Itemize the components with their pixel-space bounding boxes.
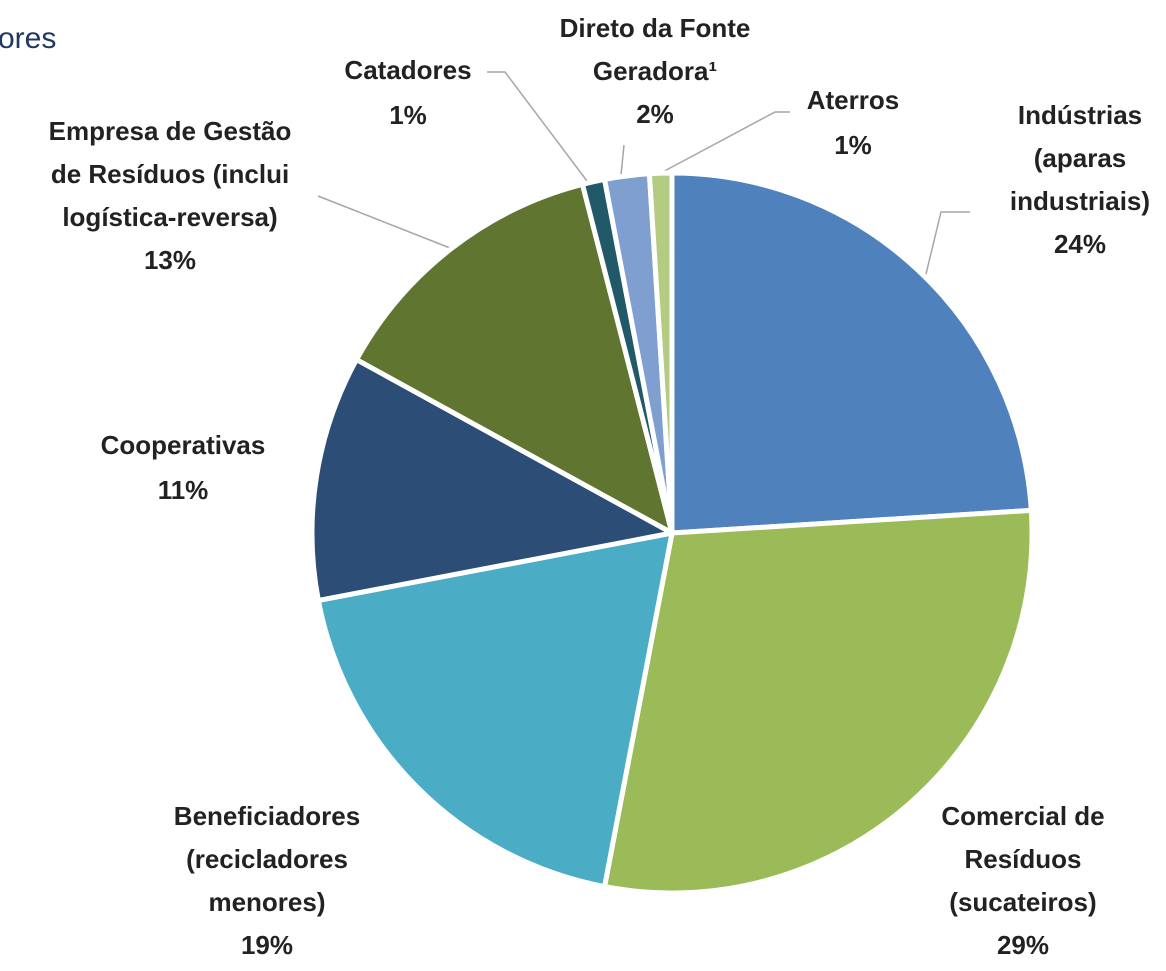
slice-label: logística-reversa) [62,202,277,232]
pie-slice [315,530,675,890]
slice-label: Cooperativas [101,430,266,460]
leader-line [487,71,591,186]
slice-label: Catadores [344,55,471,85]
slice-label: Resíduos [964,844,1081,874]
pie-slice [309,357,675,603]
slice-label: (aparas [1034,143,1127,173]
slice-label: Beneficiadores [174,801,360,831]
slice-label: (sucateiros) [949,887,1096,917]
slice-label: Geradora¹ [593,56,717,86]
pie-slice [602,507,1035,896]
slice-label: Aterros [807,85,899,115]
slice-value-label: 2% [636,99,674,129]
slice-value-label: 1% [834,130,872,160]
chart-title: ores [0,22,56,55]
leader-line [317,195,451,249]
leader-line [925,211,970,275]
slice-label: industriais) [1010,186,1150,216]
slice-value-label: 24% [1054,229,1106,259]
leader-line [656,111,790,176]
slice-label: Indústrias [1018,100,1142,130]
pie-slice [669,170,1034,536]
slice-value-label: 13% [144,245,196,275]
slice-label: Direto da Fonte [560,13,751,43]
slice-value-label: 1% [389,100,427,130]
pie-slice [646,170,675,536]
slice-value-label: 29% [997,930,1049,960]
slice-label: de Resíduos (inclui [51,159,289,189]
slice-value-label: 19% [241,930,293,960]
slice-label: Empresa de Gestão [49,116,292,146]
slice-value-label: 11% [158,475,209,505]
leader-line [620,144,625,176]
slice-label: menores) [208,887,325,917]
slice-label: Comercial de [941,801,1104,831]
slice-label: (recicladores [186,844,348,874]
pie-slice [354,181,675,536]
